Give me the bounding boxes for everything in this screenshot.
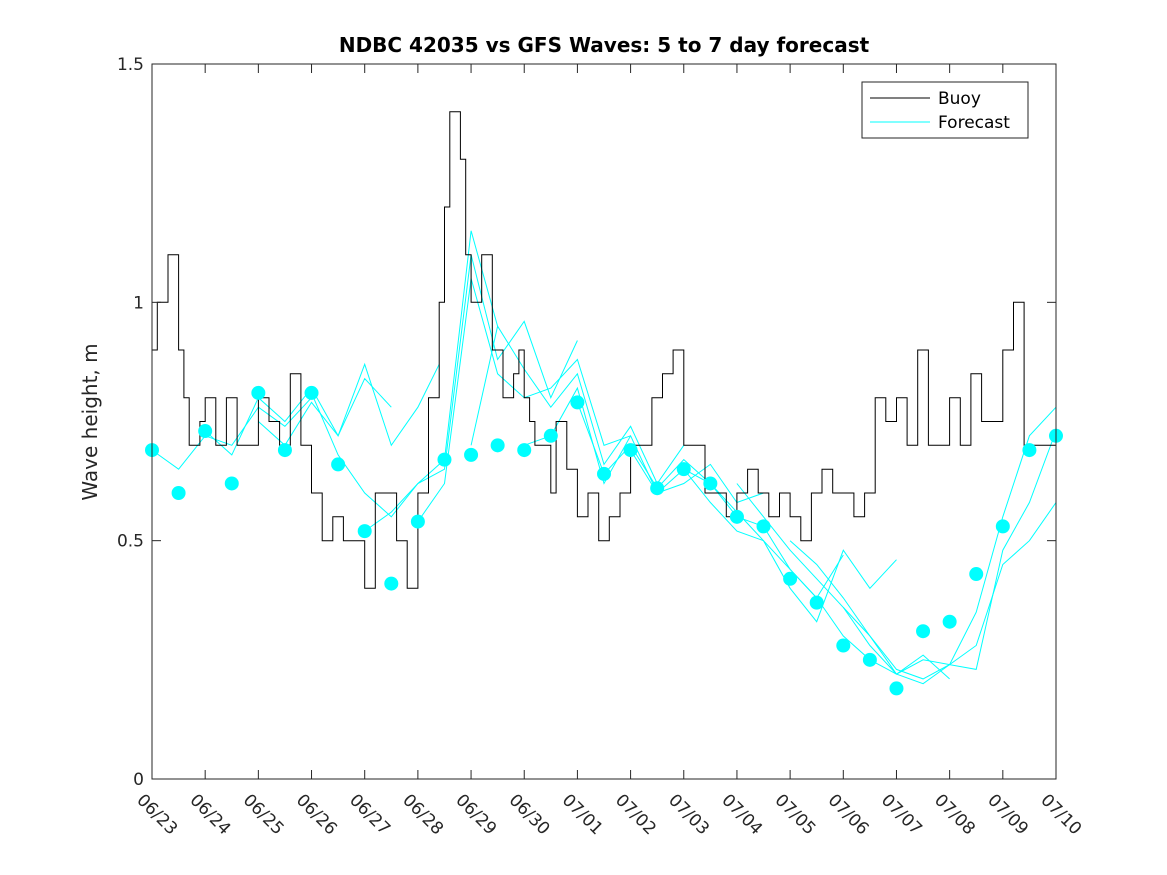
forecast-run-line-12 — [789, 430, 1057, 685]
forecast-run-line-9 — [630, 449, 897, 623]
forecast-point — [703, 476, 718, 491]
forecast-point — [198, 424, 213, 439]
forecast-point — [357, 524, 372, 539]
forecast-point — [650, 481, 665, 496]
forecast-point — [783, 571, 798, 586]
forecast-run-line-1 — [204, 377, 392, 456]
y-axis-label: Wave height, m — [78, 343, 102, 500]
forecast-point — [942, 614, 957, 629]
forecast-point — [464, 447, 479, 462]
forecast-point — [995, 519, 1010, 534]
legend-buoy-label: Buoy — [938, 89, 981, 109]
forecast-run-line-7 — [524, 386, 764, 504]
forecast-point — [809, 595, 824, 610]
forecast-point — [277, 443, 292, 458]
forecast-point — [490, 438, 505, 453]
forecast-point — [1022, 443, 1037, 458]
forecast-point — [437, 452, 452, 467]
forecast-point — [384, 576, 399, 591]
forecast-point — [224, 476, 239, 491]
forecast-point — [756, 519, 771, 534]
forecast-point — [331, 457, 346, 472]
forecast-point — [916, 624, 931, 639]
forecast-point — [570, 395, 585, 410]
forecast-point — [729, 509, 744, 524]
forecast-point — [171, 486, 186, 500]
forecast-run-line-13 — [842, 502, 1057, 680]
forecast-point — [889, 681, 904, 696]
forecast-point — [304, 385, 319, 400]
y-tick-label: 0.5 — [117, 532, 144, 552]
y-tick-label: 0 — [133, 770, 144, 790]
forecast-point — [517, 443, 532, 458]
y-tick-label: 1.5 — [117, 55, 144, 75]
forecast-run-line-2 — [258, 362, 440, 447]
forecast-run-line-0 — [151, 397, 312, 470]
forecast-point — [862, 652, 877, 667]
plot-area-frame — [151, 63, 1057, 780]
forecast-point — [623, 443, 638, 458]
forecast-point — [251, 385, 266, 400]
forecast-point — [543, 428, 558, 443]
legend-box — [861, 81, 1029, 139]
forecast-run-line-6 — [470, 324, 685, 485]
legend: Buoy Forecast — [861, 81, 1029, 139]
forecast-point — [969, 567, 984, 582]
forecast-point — [410, 514, 425, 529]
forecast-point — [676, 462, 691, 477]
chart-title: NDBC 42035 vs GFS Waves: 5 to 7 day fore… — [339, 33, 870, 57]
y-tick-label: 1 — [133, 293, 144, 313]
forecast-point — [836, 638, 851, 653]
forecast-points-group — [145, 385, 1063, 696]
y-axis: 0 0.5 1 1.5 — [117, 55, 1056, 790]
forecast-point — [597, 466, 611, 481]
legend-forecast-label: Forecast — [938, 113, 1010, 133]
